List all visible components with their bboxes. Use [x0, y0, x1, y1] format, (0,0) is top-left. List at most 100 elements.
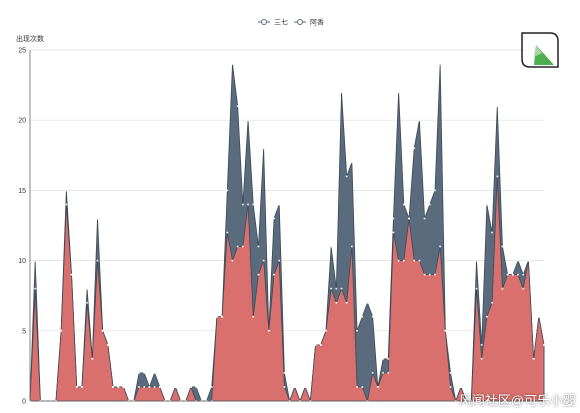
data-point-s1-88: [485, 203, 488, 206]
data-point-s2-28: [174, 385, 177, 388]
data-point-s1-58: [330, 245, 333, 248]
legend[interactable]: 三七 阿香: [258, 18, 324, 27]
data-point-s2-23: [148, 385, 151, 388]
data-point-s1-71: [397, 91, 400, 94]
data-point-s2-18: [122, 385, 125, 388]
data-point-s2-42: [247, 203, 250, 206]
data-point-s2-71: [397, 259, 400, 262]
data-point-s2-83: [459, 385, 462, 388]
data-point-s2-81: [449, 385, 452, 388]
legend-item-series-2[interactable]: 阿香: [294, 18, 324, 27]
data-point-s1-65: [366, 301, 369, 304]
data-point-s2-91: [501, 287, 504, 290]
data-point-s2-38: [226, 231, 229, 234]
data-point-s2-87: [480, 357, 483, 360]
data-point-s2-24: [153, 385, 156, 388]
data-point-s2-36: [215, 315, 218, 318]
data-point-s2-13: [96, 259, 99, 262]
data-point-s1-78: [433, 189, 436, 192]
series-points: [29, 63, 545, 402]
y-tick-label-3: 15: [18, 188, 26, 195]
data-point-s1-60: [340, 91, 343, 94]
data-point-s2-76: [423, 273, 426, 276]
legend-label-series-2: 阿香: [310, 18, 324, 27]
data-point-s2-16: [112, 385, 115, 388]
data-point-s1-41: [241, 203, 244, 206]
data-point-s2-96: [527, 259, 530, 262]
data-point-s2-17: [117, 385, 120, 388]
watermark: 风闻社区@可乐小婴: [458, 393, 576, 408]
data-point-s1-1: [34, 259, 37, 262]
data-point-s1-49: [283, 371, 286, 374]
data-point-s1-45: [262, 147, 265, 150]
data-point-s2-66: [371, 371, 374, 374]
data-point-s2-95: [522, 287, 525, 290]
data-point-s1-74: [413, 147, 416, 150]
data-point-s1-70: [392, 217, 395, 220]
data-point-s2-58: [330, 287, 333, 290]
data-point-s2-1: [34, 287, 37, 290]
data-point-s1-59: [335, 287, 338, 290]
data-point-s2-90: [496, 175, 499, 178]
data-point-s2-98: [537, 315, 540, 318]
data-point-s2-97: [532, 357, 535, 360]
data-point-s1-72: [402, 203, 405, 206]
data-point-s1-32: [195, 385, 198, 388]
legend-marker-icon: [297, 19, 303, 25]
data-point-s1-21: [138, 371, 141, 374]
y-axis-tick-labels: 0 5 10 15 20 25: [18, 48, 26, 406]
data-point-s1-76: [423, 217, 426, 220]
data-point-s1-90: [496, 105, 499, 108]
data-point-s2-41: [241, 245, 244, 248]
y-tick-label-0: 0: [22, 399, 26, 406]
data-point-s2-10: [80, 385, 83, 388]
data-point-s1-95: [522, 273, 525, 276]
data-point-s2-21: [138, 385, 141, 388]
data-point-s1-47: [273, 217, 276, 220]
data-point-s2-88: [485, 315, 488, 318]
data-point-s2-31: [189, 385, 192, 388]
data-point-s1-24: [153, 371, 156, 374]
data-point-s1-62: [350, 161, 353, 164]
data-point-s1-40: [236, 105, 239, 108]
data-point-s2-89: [491, 301, 494, 304]
data-point-s2-67: [376, 385, 379, 388]
data-point-s2-74: [413, 259, 416, 262]
legend-item-series-1[interactable]: 三七: [258, 18, 288, 27]
data-point-s2-55: [314, 343, 317, 346]
data-point-s2-14: [101, 329, 104, 332]
y-tick-label-1: 5: [22, 328, 26, 335]
data-point-s2-15: [106, 343, 109, 346]
data-point-s2-70: [392, 231, 395, 234]
data-point-s1-75: [418, 119, 421, 122]
y-tick-label-2: 10: [18, 258, 26, 265]
data-point-s2-63: [356, 385, 359, 388]
data-point-s2-51: [293, 385, 296, 388]
data-point-s1-11: [86, 287, 89, 290]
data-point-s2-59: [335, 301, 338, 304]
data-point-s2-12: [91, 357, 94, 360]
data-point-s1-22: [143, 371, 146, 374]
data-point-s2-77: [428, 273, 431, 276]
data-point-s1-68: [382, 357, 385, 360]
data-point-s2-37: [221, 315, 224, 318]
data-point-s1-91: [501, 245, 504, 248]
data-point-s2-7: [65, 203, 68, 206]
data-point-s1-7: [65, 189, 68, 192]
data-point-s2-39: [231, 259, 234, 262]
data-point-s2-57: [324, 329, 327, 332]
data-point-s2-47: [273, 273, 276, 276]
data-point-s2-48: [278, 259, 281, 262]
data-point-s2-45: [262, 259, 265, 262]
data-point-s2-64: [361, 385, 364, 388]
data-point-s2-25: [158, 385, 161, 388]
data-point-s1-42: [247, 119, 250, 122]
data-point-s2-44: [257, 273, 260, 276]
y-axis-title: 出现次数: [16, 34, 44, 43]
data-point-s1-81: [449, 371, 452, 374]
data-point-s1-61: [345, 175, 348, 178]
data-point-s1-43: [252, 203, 255, 206]
data-point-s2-80: [444, 329, 447, 332]
data-point-s2-69: [387, 371, 390, 374]
